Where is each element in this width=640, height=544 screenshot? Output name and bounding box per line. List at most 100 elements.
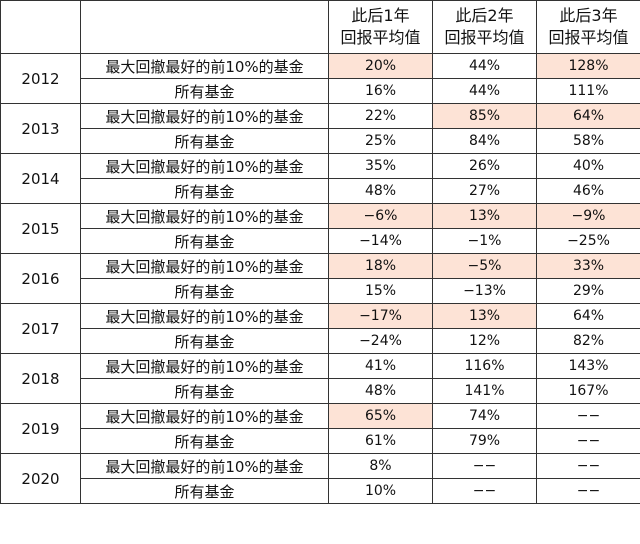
year-cell: 2018 [0,353,81,404]
row-label-cell: 所有基金 [80,128,329,154]
table-row-all: 所有基金 −24% 12% 82% [1,328,640,354]
row-label-cell: 最大回撤最好的前10%的基金 [80,253,329,279]
row-label-cell: 最大回撤最好的前10%的基金 [80,453,329,479]
value-cell: 46% [536,178,640,204]
table-row-all: 所有基金 48% 27% 46% [1,178,640,204]
value-cell: −6% [328,203,433,229]
table-row-all: 所有基金 15% −13% 29% [1,278,640,304]
table-row-all: 所有基金 −14% −1% −25% [1,228,640,254]
value-cell: 58% [536,128,640,154]
row-label-cell: 最大回撤最好的前10%的基金 [80,403,329,429]
value-cell: 48% [328,378,433,404]
value-cell: −1% [432,228,537,254]
value-cell: 44% [432,53,537,79]
value-cell: 141% [432,378,537,404]
returns-table: 此后1年 回报平均值 此后2年 回报平均值 此后3年 回报平均值 2012 最大回… [0,0,640,504]
value-cell: −14% [328,228,433,254]
table-row-top10: 2017 最大回撤最好的前10%的基金 −17% 13% 64% [0,303,640,354]
table-row-top10: 2012 最大回撤最好的前10%的基金 20% 44% 128% [0,53,640,104]
table-row-top10: 2014 最大回撤最好的前10%的基金 35% 26% 40% [0,153,640,204]
value-cell: 111% [536,78,640,104]
value-cell: 15% [328,278,433,304]
table-row-top10: 2020 最大回撤最好的前10%的基金 8% −− −− [0,453,640,504]
value-cell: 65% [328,403,433,429]
value-cell: 85% [432,103,537,129]
value-cell: 143% [536,353,640,379]
value-cell: 27% [432,178,537,204]
row-label-cell: 所有基金 [80,378,329,404]
col-header-1yr: 此后1年 回报平均值 [328,0,433,54]
row-label-cell: 最大回撤最好的前10%的基金 [80,303,329,329]
value-cell: 41% [328,353,433,379]
value-cell: −− [432,478,537,504]
value-cell: 44% [432,78,537,104]
value-cell: 128% [536,53,640,79]
value-cell: 10% [328,478,433,504]
col-header-line2: 回报平均值 [444,28,525,47]
value-cell: 29% [536,278,640,304]
value-cell: −9% [536,203,640,229]
value-cell: −25% [536,228,640,254]
col-header-line1: 此后2年 [455,6,514,25]
year-cell: 2013 [0,103,81,154]
year-cell: 2017 [0,303,81,354]
value-cell: 82% [536,328,640,354]
value-cell: 25% [328,128,433,154]
value-cell: −24% [328,328,433,354]
value-cell: −− [536,403,640,429]
value-cell: 12% [432,328,537,354]
year-cell: 2014 [0,153,81,204]
value-cell: 116% [432,353,537,379]
value-cell: 33% [536,253,640,279]
value-cell: −− [432,453,537,479]
row-label-cell: 最大回撤最好的前10%的基金 [80,53,329,79]
value-cell: 13% [432,303,537,329]
table-row-top10: 2015 最大回撤最好的前10%的基金 −6% 13% −9% [0,203,640,254]
value-cell: 8% [328,453,433,479]
value-cell: 79% [432,428,537,454]
year-cell: 2012 [0,53,81,104]
row-label-cell: 所有基金 [80,228,329,254]
row-label-cell: 最大回撤最好的前10%的基金 [80,353,329,379]
value-cell: −− [536,478,640,504]
value-cell: 13% [432,203,537,229]
value-cell: −13% [432,278,537,304]
table-row-all: 所有基金 16% 44% 111% [1,78,640,104]
table-row-top10: 2016 最大回撤最好的前10%的基金 18% −5% 33% [0,253,640,304]
col-header-line2: 回报平均值 [548,28,629,47]
col-header-2yr: 此后2年 回报平均值 [432,0,537,54]
value-cell: 35% [328,153,433,179]
row-label-cell: 所有基金 [80,278,329,304]
year-cell: 2015 [0,203,81,254]
value-cell: 64% [536,103,640,129]
table-row-all: 所有基金 48% 141% 167% [1,378,640,404]
label-header-cell [80,0,329,54]
table-row-all: 所有基金 10% −− −− [1,478,640,504]
row-label-cell: 最大回撤最好的前10%的基金 [80,203,329,229]
row-label-cell: 所有基金 [80,178,329,204]
col-header-line2: 回报平均值 [340,28,421,47]
col-header-line1: 此后1年 [351,6,410,25]
value-cell: −− [536,453,640,479]
value-cell: 16% [328,78,433,104]
table-body: 2012 最大回撤最好的前10%的基金 20% 44% 128% 所有基金 16% 44% 11… [0,53,640,504]
value-cell: 167% [536,378,640,404]
year-cell: 2020 [0,453,81,504]
table-row-top10: 2018 最大回撤最好的前10%的基金 41% 116% 143% [0,353,640,404]
value-cell: −17% [328,303,433,329]
col-header-line1: 此后3年 [559,6,618,25]
value-cell: −− [536,428,640,454]
value-cell: 40% [536,153,640,179]
year-cell: 2019 [0,403,81,454]
value-cell: 74% [432,403,537,429]
header-row: 此后1年 回报平均值 此后2年 回报平均值 此后3年 回报平均值 [0,0,640,54]
table-row-top10: 2013 最大回撤最好的前10%的基金 22% 85% 64% [0,103,640,154]
col-header-3yr: 此后3年 回报平均值 [536,0,640,54]
value-cell: 26% [432,153,537,179]
value-cell: 84% [432,128,537,154]
year-cell: 2016 [0,253,81,304]
table-row-top10: 2019 最大回撤最好的前10%的基金 65% 74% −− [0,403,640,454]
row-label-cell: 最大回撤最好的前10%的基金 [80,103,329,129]
row-label-cell: 最大回撤最好的前10%的基金 [80,153,329,179]
row-label-cell: 所有基金 [80,78,329,104]
